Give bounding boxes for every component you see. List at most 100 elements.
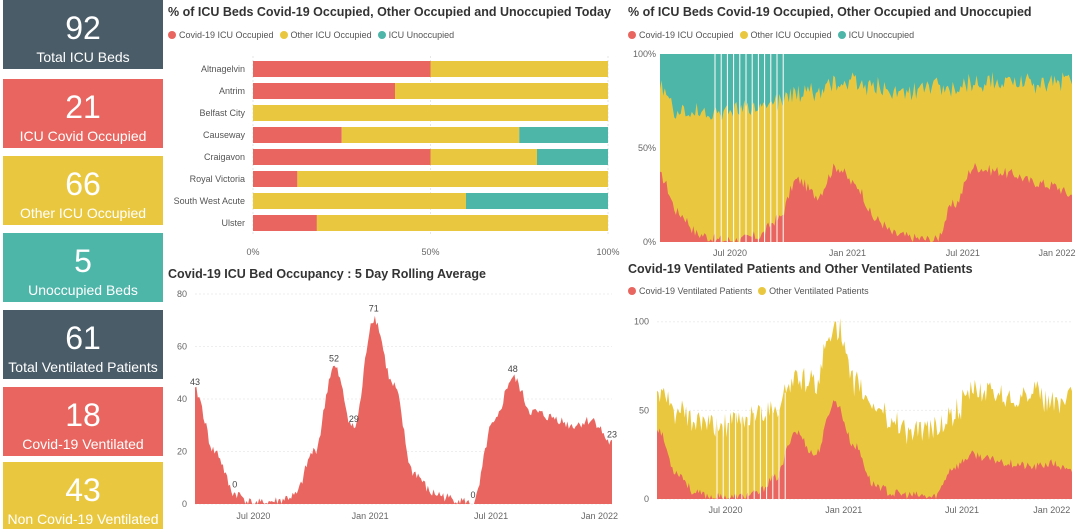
x-tick-label: Jul 2021	[945, 505, 979, 515]
legend-item-covid[interactable]: Covid-19 ICU Occupied	[168, 30, 274, 40]
category-label-south-west-acute: South West Acute	[174, 196, 245, 206]
area-covid-icu-occupancy	[195, 315, 612, 504]
area-covid-ventilated-patients	[657, 400, 1072, 499]
kpi-card-unoccupied-beds[interactable]: 5 Unoccupied Beds	[3, 233, 163, 302]
x-tick-label: 50%	[421, 247, 439, 257]
chart4-title: Covid-19 Ventilated Patients and Other V…	[628, 262, 973, 276]
bar-south-west-acute-other-icu-occupied[interactable]	[253, 193, 466, 209]
legend-dot-unoccupied	[837, 31, 846, 39]
ventilated-patients-area-chart[interactable]: 0 50 100 Jul 2020 Jan 2021 Jul 2021 Jan 2022	[625, 300, 1077, 525]
kpi-value: 66	[65, 166, 101, 202]
kpi-label: Total ICU Beds	[36, 49, 130, 65]
x-tick-label: Jul 2021	[946, 248, 980, 258]
y-tick-label: 0%	[643, 237, 656, 247]
legend-dot-covid	[168, 31, 176, 39]
category-label-belfast-city: Belfast City	[199, 108, 245, 118]
icu-today-bar-chart[interactable]: 0% 50% 100% Altnagelvin Antrim Belfast City Ca…	[165, 50, 620, 265]
kpi-card-other-icu-occupied[interactable]: 66 Other ICU Occupied	[3, 156, 163, 225]
legend-item-unoccupied[interactable]: ICU Unoccupied	[837, 30, 914, 40]
bar-antrim-covid-19-icu-occupied[interactable]	[253, 83, 395, 99]
legend-dot-other-ventilated	[758, 287, 767, 295]
bar-craigavon-covid-19-icu-occupied[interactable]	[253, 149, 431, 165]
category-label-antrim: Antrim	[219, 86, 245, 96]
x-tick-label: Jan 2021	[829, 248, 866, 258]
x-tick-label: 100%	[596, 247, 619, 257]
kpi-label: Unoccupied Beds	[28, 282, 138, 298]
kpi-value: 21	[65, 89, 101, 125]
covid-icu-rolling-average-chart[interactable]: 0 20 40 60 80 43 0 52 29 71 0 48 23 Jul 2020 Jan 2021 J…	[165, 285, 620, 525]
legend-item-other[interactable]: Other ICU Occupied	[739, 30, 832, 40]
legend-dot-other	[739, 31, 748, 39]
icu-percent-area-chart[interactable]: 0% 50% 100% Jul 2020 Jan 2021 Jul 2021 Jan 202…	[625, 50, 1077, 265]
data-label: 43	[190, 377, 200, 387]
legend-label-covid: Covid-19 ICU Occupied	[179, 30, 274, 40]
kpi-label: Non Covid-19 Ventilated	[7, 511, 159, 527]
legend-item-other[interactable]: Other ICU Occupied	[279, 30, 372, 40]
kpi-card-non-covid-19-ventilated[interactable]: 43 Non Covid-19 Ventilated	[3, 462, 163, 529]
x-tick-label: Jan 2022	[1038, 248, 1075, 258]
chart1-title: % of ICU Beds Covid-19 Occupied, Other O…	[168, 5, 611, 19]
y-tick-label: 40	[177, 394, 187, 404]
bar-royal-victoria-other-icu-occupied[interactable]	[297, 171, 608, 187]
bar-belfast-city-other-icu-occupied[interactable]	[253, 105, 608, 121]
x-tick-label: Jul 2021	[474, 511, 508, 521]
kpi-value: 18	[65, 397, 101, 433]
kpi-label: Total Ventilated Patients	[8, 359, 158, 375]
y-tick-label: 100	[634, 317, 649, 327]
legend-dot-covid	[628, 31, 636, 39]
bar-antrim-other-icu-occupied[interactable]	[395, 83, 608, 99]
kpi-card-covid-19-ventilated[interactable]: 18 Covid-19 Ventilated	[3, 387, 163, 456]
x-tick-label: Jan 2022	[581, 511, 618, 521]
bar-causeway-covid-19-icu-occupied[interactable]	[253, 127, 342, 143]
x-tick-label: Jul 2020	[236, 511, 270, 521]
legend-label-other-ventilated: Other Ventilated Patients	[769, 286, 869, 296]
kpi-label: Other ICU Occupied	[19, 205, 147, 221]
kpi-card-total-ventilated-patients[interactable]: 61 Total Ventilated Patients	[3, 310, 163, 379]
chart1-legend: Covid-19 ICU Occupied Other ICU Occupied…	[168, 30, 460, 40]
kpi-label: Covid-19 Ventilated	[22, 436, 144, 452]
bar-south-west-acute-icu-unoccupied[interactable]	[466, 193, 608, 209]
legend-item-unoccupied[interactable]: ICU Unoccupied	[377, 30, 454, 40]
y-tick-label: 50	[639, 405, 649, 415]
bar-craigavon-icu-unoccupied[interactable]	[537, 149, 608, 165]
legend-label-covid-ventilated: Covid-19 Ventilated Patients	[639, 286, 753, 296]
data-label: 0	[470, 490, 475, 500]
bar-causeway-icu-unoccupied[interactable]	[519, 127, 608, 143]
y-tick-label: 80	[177, 289, 187, 299]
x-tick-label: Jan 2021	[825, 505, 862, 515]
bar-ulster-covid-19-icu-occupied[interactable]	[253, 215, 317, 231]
y-tick-label: 60	[177, 342, 187, 352]
chart3-title: Covid-19 ICU Bed Occupancy : 5 Day Rolli…	[168, 267, 486, 281]
category-label-altnagelvin: Altnagelvin	[201, 64, 245, 74]
data-label: 23	[607, 430, 617, 440]
bar-ulster-other-icu-occupied[interactable]	[316, 215, 608, 231]
kpi-card-icu-covid-occupied[interactable]: 21 ICU Covid Occupied	[3, 79, 163, 148]
legend-dot-covid-ventilated	[628, 287, 636, 295]
bar-craigavon-other-icu-occupied[interactable]	[430, 149, 538, 165]
kpi-card-total-icu-beds[interactable]: 92 Total ICU Beds	[3, 0, 163, 69]
x-tick-label: Jan 2022	[1033, 505, 1070, 515]
kpi-value: 61	[65, 320, 101, 356]
legend-item-other-ventilated[interactable]: Other Ventilated Patients	[758, 286, 869, 296]
chart4-legend: Covid-19 Ventilated Patients Other Venti…	[628, 286, 875, 296]
x-tick-label: Jan 2021	[352, 511, 389, 521]
kpi-value: 43	[65, 472, 101, 508]
category-label-royal-victoria: Royal Victoria	[190, 174, 245, 184]
legend-item-covid[interactable]: Covid-19 ICU Occupied	[628, 30, 734, 40]
legend-dot-unoccupied	[377, 31, 386, 39]
legend-label-covid: Covid-19 ICU Occupied	[639, 30, 734, 40]
chart2-legend: Covid-19 ICU Occupied Other ICU Occupied…	[628, 30, 920, 40]
bar-altnagelvin-other-icu-occupied[interactable]	[430, 61, 609, 77]
legend-item-covid-ventilated[interactable]: Covid-19 Ventilated Patients	[628, 286, 752, 296]
y-tick-label: 20	[177, 447, 187, 457]
bar-altnagelvin-covid-19-icu-occupied[interactable]	[253, 61, 431, 77]
bar-royal-victoria-covid-19-icu-occupied[interactable]	[253, 171, 298, 187]
bar-causeway-other-icu-occupied[interactable]	[341, 127, 520, 143]
legend-label-other: Other ICU Occupied	[290, 30, 372, 40]
y-tick-label: 0	[644, 494, 649, 504]
category-label-craigavon: Craigavon	[204, 152, 245, 162]
x-tick-label: Jul 2020	[708, 505, 742, 515]
chart2-title: % of ICU Beds Covid-19 Occupied, Other O…	[628, 5, 1032, 19]
kpi-value: 5	[74, 243, 92, 279]
x-tick-label: 0%	[246, 247, 259, 257]
